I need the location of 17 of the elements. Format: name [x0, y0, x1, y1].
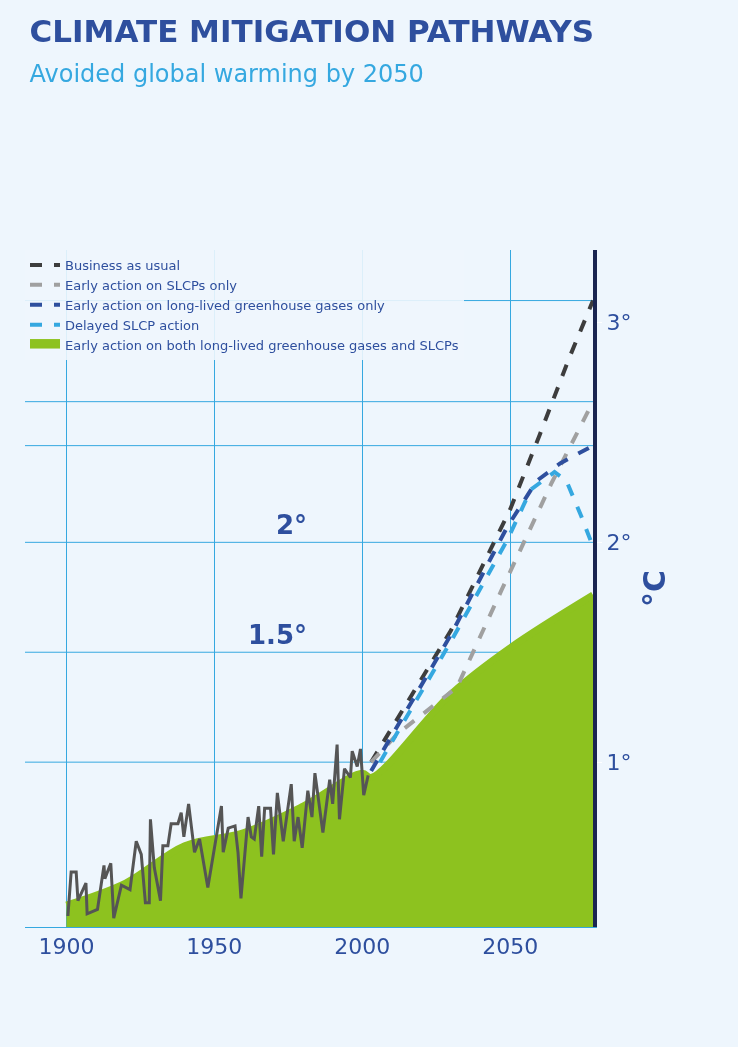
legend-label: Early action on long-lived greenhouse gases only	[65, 297, 386, 313]
y-tick-label: 2°	[606, 530, 632, 556]
x-tick-label: 2050	[482, 934, 539, 960]
legend-label: Early action on SLCPs only	[65, 277, 238, 293]
y-axis-title: °C	[637, 569, 673, 608]
y-tick-label: 1°	[606, 749, 632, 775]
x-tick-label: 1900	[38, 934, 95, 960]
y-tick-label: 3°	[606, 310, 632, 336]
chart-title: CLIMATE MITIGATION PATHWAYS	[29, 12, 595, 49]
x-tick-label: 2000	[334, 934, 391, 960]
ref-line-label: 2°	[276, 510, 308, 540]
legend-label: Early action on both long-lived greenhouse gases and SLCPs	[65, 337, 459, 353]
chart-subtitle: Avoided global warming by 2050	[29, 60, 424, 89]
legend-label: Business as usual	[65, 258, 181, 274]
x-tick-label: 1950	[186, 934, 243, 960]
legend-label: Delayed SLCP action	[65, 317, 200, 333]
ref-line-label: 1.5°	[248, 620, 308, 650]
